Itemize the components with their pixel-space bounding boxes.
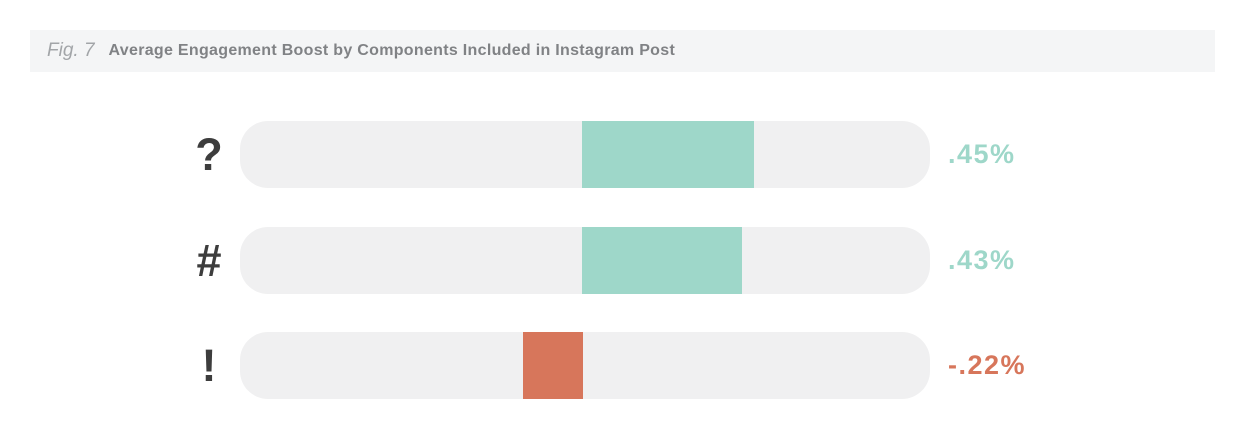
figure-header: Fig. 7 Average Engagement Boost by Compo…: [30, 30, 1215, 72]
bar-fill-positive: [582, 227, 742, 294]
figure-number-label: Fig. 7: [47, 40, 95, 61]
question-mark-icon: ?: [195, 129, 223, 180]
bar-fill-negative: [522, 332, 583, 399]
exclamation-mark-icon: !: [201, 340, 217, 391]
value-label: .43%: [948, 245, 1016, 275]
bar-track: [240, 227, 930, 294]
figure-title: Average Engagement Boost by Components I…: [108, 42, 676, 59]
bar-row-hashtag: # .43%: [0, 227, 1240, 294]
bar-fill-positive: [582, 121, 754, 188]
value-label: .45%: [948, 139, 1016, 169]
bar-row-exclamation-mark: ! -.22%: [0, 332, 1240, 399]
bar-track: [240, 332, 930, 399]
bar-track: [240, 121, 930, 188]
bar-row-question-mark: ? .45%: [0, 121, 1240, 188]
value-label: -.22%: [948, 350, 1027, 380]
hashtag-icon: #: [196, 235, 222, 286]
